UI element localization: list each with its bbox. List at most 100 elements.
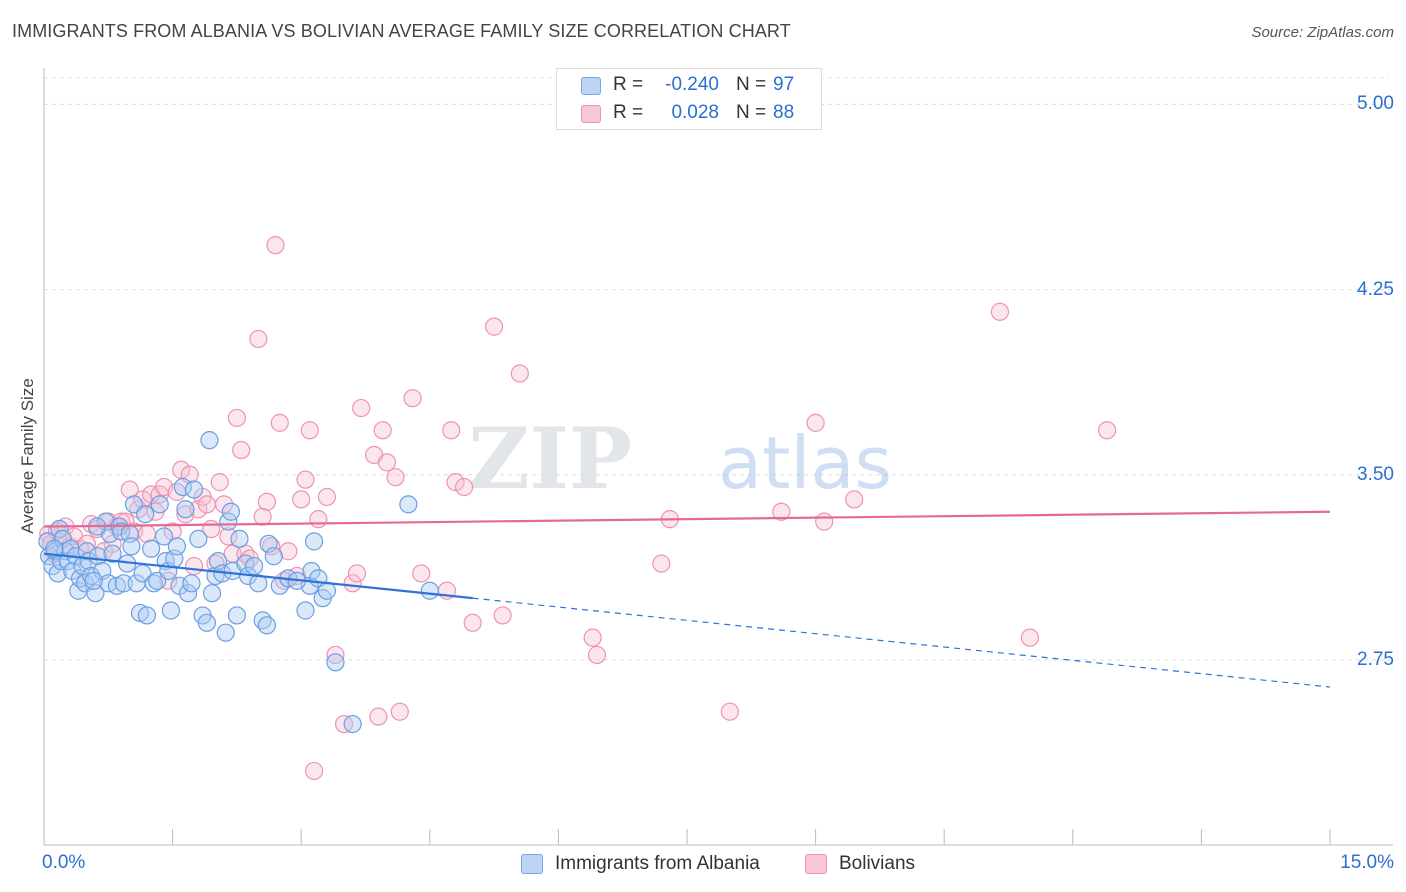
bolivians-point	[377, 453, 397, 472]
bolivians-point	[485, 317, 504, 336]
albania-point	[130, 603, 150, 623]
legend-label-bolivians: Bolivians	[839, 853, 916, 874]
bolivians-point	[442, 421, 461, 440]
albania-point	[167, 537, 186, 556]
albania-point	[257, 616, 277, 635]
albania-point	[317, 581, 337, 600]
bolivians-point	[292, 490, 311, 509]
albania-point	[182, 574, 201, 593]
bolivians-point	[347, 564, 367, 583]
bolivians-point	[369, 707, 388, 726]
y-tick-label: 2.75	[1357, 648, 1394, 670]
albania-point	[420, 581, 439, 600]
bolivians-point	[304, 761, 324, 781]
bolivians-point	[463, 613, 482, 632]
bolivians-point	[163, 522, 182, 541]
bolivians-point	[373, 421, 392, 440]
albania-point	[122, 537, 141, 556]
albania-point	[45, 539, 64, 558]
bolivians-point	[412, 564, 431, 583]
albania-point	[184, 480, 204, 499]
albania-point	[176, 500, 195, 519]
series-bolivians-points	[39, 236, 1117, 781]
legend-swatch-albania	[521, 854, 543, 874]
bolivians-point	[652, 554, 671, 573]
albania-swatch	[581, 77, 601, 95]
bolivians-point	[720, 702, 739, 721]
chart-legend: Immigrants from Albania Bolivians	[0, 851, 1406, 879]
bolivians-point	[133, 490, 152, 509]
bolivians-point	[253, 507, 272, 526]
bolivians-point	[270, 413, 289, 432]
y-tick-label: 3.50	[1357, 463, 1394, 485]
bolivians-point	[446, 473, 465, 492]
bolivians-point	[806, 413, 825, 432]
n-label: N =	[736, 74, 767, 95]
legend-label-albania: Immigrants from Albania	[555, 853, 760, 874]
albania-point	[154, 527, 174, 546]
legend-swatch-bolivians	[805, 854, 827, 874]
bolivians-point	[184, 556, 204, 576]
albania-point	[296, 601, 315, 620]
bolivians-point	[390, 702, 409, 721]
bolivians-point	[386, 468, 405, 487]
bolivians-point	[1097, 421, 1117, 440]
bolivians-point	[279, 542, 298, 561]
albania-trend-extension	[472, 597, 1331, 688]
bolivians-point	[317, 487, 337, 507]
stats-row-albania: R = -0.240 N = 97	[557, 72, 821, 100]
r-label: R =	[613, 74, 644, 95]
n-value: 88	[773, 102, 795, 123]
albania-point	[63, 561, 82, 581]
bolivians-point	[120, 480, 139, 499]
albania-point	[221, 502, 240, 521]
bolivians-point	[249, 329, 268, 349]
albania-point	[264, 547, 283, 566]
bolivians-point	[352, 398, 371, 418]
albania-point	[137, 606, 156, 625]
albania-point	[343, 714, 362, 734]
albania-point	[227, 606, 246, 625]
stats-box: R = -0.240 N = 97 R = 0.028 N = 88	[556, 68, 822, 130]
albania-point	[244, 556, 264, 576]
bolivians-point	[219, 527, 238, 546]
bolivians-swatch	[581, 105, 601, 123]
watermark: ZIP atlas	[468, 409, 892, 508]
trend-lines	[43, 510, 1331, 688]
bolivians-point	[772, 502, 791, 521]
chart-source: Source: ZipAtlas.com	[1251, 24, 1394, 41]
series-albania-points	[38, 431, 439, 734]
albania-point	[144, 574, 163, 593]
bolivians-point	[300, 421, 319, 440]
albania-point	[326, 653, 345, 672]
r-value: 0.028	[671, 102, 719, 123]
watermark-atlas: atlas	[718, 421, 892, 505]
albania-point	[103, 544, 122, 563]
bolivians-point	[257, 492, 277, 511]
bolivians-trend-line	[43, 510, 1331, 528]
bolivians-point	[210, 473, 229, 492]
albania-point	[82, 566, 101, 586]
r-value: -0.240	[665, 74, 719, 95]
y-tick-label: 5.00	[1357, 93, 1394, 115]
bolivians-point	[815, 512, 834, 531]
bolivians-point	[296, 470, 315, 489]
albania-point	[150, 495, 169, 514]
albania-point	[84, 571, 103, 590]
albania-point	[230, 529, 249, 548]
bolivians-point	[510, 364, 529, 383]
bolivians-point	[214, 495, 234, 514]
albania-point	[136, 505, 155, 524]
bolivians-point	[266, 236, 285, 255]
bolivians-point	[587, 645, 607, 665]
albania-point	[399, 495, 418, 514]
bolivians-point	[343, 574, 362, 593]
y-tick-label: 4.25	[1357, 278, 1394, 300]
albania-point	[142, 539, 161, 558]
bolivians-point	[583, 628, 602, 647]
bolivians-point	[493, 606, 512, 625]
bolivians-point	[454, 477, 474, 497]
x-tick-label-max: 15.0%	[1340, 852, 1394, 873]
